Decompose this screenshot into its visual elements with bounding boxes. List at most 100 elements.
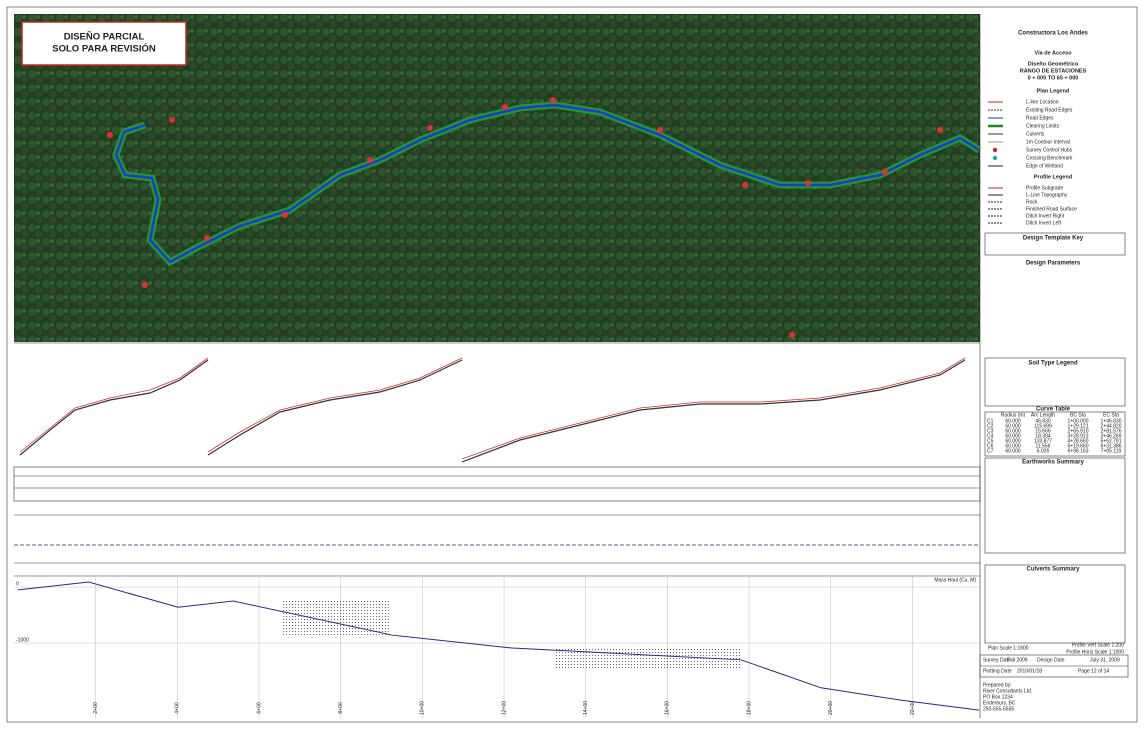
table-cell: 133.877 xyxy=(1034,438,1052,444)
table-header: Radius (m) xyxy=(1001,412,1026,418)
stamp: DISEÑO PARCIAL SOLO PARA REVISIÓN xyxy=(21,21,187,66)
table-cell: C2 xyxy=(987,423,994,429)
table-cell: 60.000 xyxy=(1005,418,1021,424)
legend-label: Culverts xyxy=(1026,131,1045,137)
title-block: Constructora Los Andes Vía de Acceso Dis… xyxy=(979,31,1129,678)
scale: Profile Vert Scale 1:200 xyxy=(1072,642,1124,648)
legend-label: 1m Contour Interval xyxy=(1026,139,1070,145)
company: Constructora Los Andes xyxy=(1018,31,1088,37)
legend-label: Survey Control Hubs xyxy=(1026,147,1073,153)
date-label: Plotting Date xyxy=(983,668,1012,674)
date-label: Survey Date xyxy=(983,657,1011,663)
stamp-line: DISEÑO PARCIAL xyxy=(64,32,145,43)
legend-label: Profile Subgrade xyxy=(1026,185,1063,191)
legend-symbol xyxy=(992,147,998,153)
table-cell: C5 xyxy=(987,438,994,444)
table-cell: 60.000 xyxy=(1005,438,1021,444)
table-cell: C6 xyxy=(987,443,994,449)
legend-label: Rock xyxy=(1026,199,1038,205)
range-label: RANGO DE ESTACIONES xyxy=(1020,68,1087,74)
legend-label: Edge of Wetland xyxy=(1026,163,1063,169)
x-tick-label: 10+00 xyxy=(420,701,426,715)
table-cell: C1 xyxy=(987,418,994,424)
legend-label: Clearing Limits xyxy=(1026,123,1060,129)
haul-area xyxy=(282,601,390,635)
aerial-image xyxy=(14,14,980,342)
date-label: Design Date xyxy=(1037,657,1065,663)
table-cell: 2+65.910 xyxy=(1068,428,1089,434)
profile-lines xyxy=(19,359,966,463)
table-cell: C3 xyxy=(987,428,994,434)
haul-area xyxy=(555,648,740,670)
table-cell: 60.000 xyxy=(1005,428,1021,434)
legend-label: Ditch Invert Left xyxy=(1026,220,1062,226)
x-tick-label: 4+00 xyxy=(175,702,181,713)
table-cell: 2+81.576 xyxy=(1101,428,1122,434)
x-tick-label: 22+00 xyxy=(910,701,916,715)
table-cell: 11.556 xyxy=(1036,443,1051,449)
page-number: Page 12 of 14 xyxy=(1078,668,1109,674)
table-cell: 60.000 xyxy=(1005,423,1021,429)
table-cell: 1+29.121 xyxy=(1068,423,1089,429)
table-cell: 60.000 xyxy=(1005,433,1021,439)
date: July 31, 2009 xyxy=(1090,657,1120,663)
table-cell: 4+28.660 xyxy=(1068,438,1089,444)
table-cell: 18.304 xyxy=(1035,433,1051,439)
mass-haul: Mass Haul (Cu. M) 0 -1000 2+00 4+00 6+00 8+00 1… xyxy=(14,577,980,718)
section-title: Design Parameters xyxy=(1026,261,1081,267)
table-cell: 6+98.163 xyxy=(1068,448,1089,454)
legend-label: Finished Road Surface xyxy=(1026,206,1077,212)
table-cell: 60.000 xyxy=(1005,443,1021,449)
range: 0 + 000 TO 65 + 000 xyxy=(1028,75,1079,81)
station-band xyxy=(13,466,981,502)
legend-symbol xyxy=(992,155,998,161)
prepared-by: 250-555-5555 xyxy=(983,706,1014,712)
section-title: Earthworks Summary xyxy=(1022,460,1084,466)
x-tick-label: 6+00 xyxy=(256,702,262,713)
table-header: BC Sta xyxy=(1070,412,1086,418)
survey-hubs xyxy=(107,97,943,338)
table-cell: 115.699 xyxy=(1034,423,1052,429)
x-tick-label: 8+00 xyxy=(338,702,344,713)
legend-title: Profile Legend xyxy=(1034,174,1072,180)
x-tick-label: 2+00 xyxy=(93,702,99,713)
table-cell: 6+19.660 xyxy=(1068,443,1089,449)
legend-title: Plan Legend xyxy=(1037,88,1070,94)
scale: Profile Horiz Scale 1:1000 xyxy=(1066,649,1124,655)
table-cell: 3+28.913 xyxy=(1068,433,1089,439)
table-cell: 1+00.000 xyxy=(1068,418,1089,424)
prepared-by: Prepared by: xyxy=(983,682,1012,688)
prepared-by: River Consultants Ltd. xyxy=(983,688,1032,694)
y-tick-label: -1000 xyxy=(16,637,29,643)
table-cell: C4 xyxy=(987,433,994,439)
x-tick-label: 16+00 xyxy=(665,701,671,715)
table-header: EC Sta xyxy=(1103,412,1119,418)
stamp-line: SOLO PARA REVISIÓN xyxy=(52,43,156,55)
legend-label: Road Edges xyxy=(1026,115,1054,121)
prepared-by: Enderbury, BC xyxy=(983,700,1016,706)
chart-title: Mass Haul (Cu. M) xyxy=(934,577,976,583)
section-title: Curve Table xyxy=(1036,407,1071,413)
table-cell: 1+46.830 xyxy=(1101,418,1122,424)
road-centerline xyxy=(114,103,980,264)
legend-label: Ditch Invert Right xyxy=(1026,213,1065,219)
legend-label: Existing Road Edges xyxy=(1026,107,1073,113)
x-tick-label: 12+00 xyxy=(501,701,507,715)
table-cell: 7+05.119 xyxy=(1101,448,1122,454)
sheet-border xyxy=(6,6,1138,723)
scale: Plan Scale 1:1600 xyxy=(988,645,1029,651)
curve-table xyxy=(984,411,1126,457)
x-tick-label: 14+00 xyxy=(583,701,589,715)
table-cell: 46.830 xyxy=(1035,418,1051,424)
table-cell: 3+46.269 xyxy=(1101,433,1122,439)
table-cell: 6+31.386 xyxy=(1101,443,1122,449)
x-tick-label: 18+00 xyxy=(746,701,752,715)
prepared-by: PO Box 1234 xyxy=(983,694,1013,700)
project: Vía de Acceso xyxy=(1034,50,1072,56)
legend-label: L-line Location xyxy=(1026,99,1059,105)
drawing: Diseño Geométrico xyxy=(1028,61,1079,67)
section-title: Culverts Summary xyxy=(1026,567,1080,573)
x-tick-label: 20+00 xyxy=(828,701,834,715)
legend-label: L-Line Topography xyxy=(1026,192,1068,198)
